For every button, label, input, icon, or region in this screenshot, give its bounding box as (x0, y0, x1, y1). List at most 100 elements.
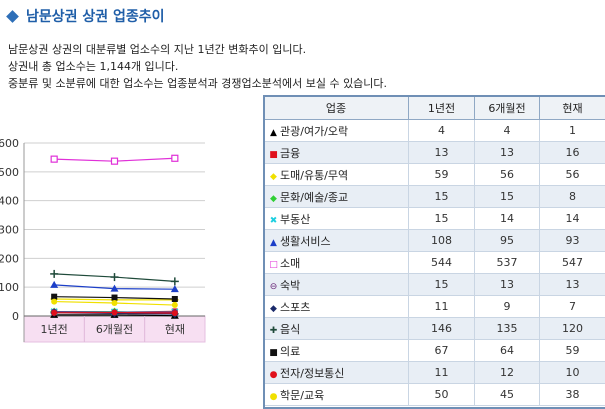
category-label: 금융 (280, 147, 300, 160)
data-point (172, 296, 178, 302)
y-tick-label: 300 (0, 224, 19, 237)
data-point (112, 158, 118, 164)
data-point (172, 310, 178, 316)
value-six-months-ago: 13 (475, 274, 540, 296)
category-label: 소매 (280, 257, 300, 270)
value-six-months-ago: 64 (475, 340, 540, 362)
header-year-ago: 1년전 (409, 96, 475, 120)
data-point (112, 300, 118, 306)
value-year-ago: 146 (409, 318, 475, 340)
data-point (51, 310, 57, 316)
y-tick-label: 500 (0, 166, 19, 179)
value-current: 59 (540, 340, 605, 362)
value-six-months-ago: 9 (475, 296, 540, 318)
value-year-ago: 15 (409, 208, 475, 230)
y-tick-label: 400 (0, 195, 19, 208)
value-year-ago: 13 (409, 142, 475, 164)
page-title: 남문상권 상권 업종추이 (6, 6, 165, 26)
y-tick-label: 600 (0, 137, 19, 150)
value-year-ago: 59 (409, 164, 475, 186)
value-six-months-ago: 56 (475, 164, 540, 186)
legend-marker-icon: ◆ (268, 304, 279, 314)
category-cell: ▲관광/여가/오락 (264, 120, 409, 142)
value-year-ago: 11 (409, 362, 475, 384)
value-six-months-ago: 537 (475, 252, 540, 274)
value-year-ago: 108 (409, 230, 475, 252)
category-cell: ●전자/정보통신 (264, 362, 409, 384)
description: 남문상권 상권의 대분류별 업소수의 지난 1년간 변화추이 입니다. 상권내 … (8, 41, 387, 92)
value-current: 38 (540, 384, 605, 406)
category-cell: ⊖숙박 (264, 274, 409, 296)
legend-marker-icon: ■ (268, 348, 279, 358)
description-line-1: 남문상권 상권의 대분류별 업소수의 지난 1년간 변화추이 입니다. (8, 41, 387, 58)
category-cell: ✖부동산 (264, 208, 409, 230)
category-label: 부동산 (280, 213, 310, 226)
value-current: 14 (540, 208, 605, 230)
category-cell: ▲생활서비스 (264, 230, 409, 252)
legend-marker-icon: ● (268, 392, 279, 402)
value-current: 16 (540, 142, 605, 164)
category-label: 관광/여가/오락 (280, 125, 348, 138)
legend-marker-icon: ▲ (268, 128, 279, 138)
category-label: 문화/예술/종교 (280, 191, 348, 204)
description-line-3: 중분류 및 소분류에 대한 업소수는 업종분석과 경쟁업소분석에서 보실 수 있… (8, 75, 387, 92)
category-label: 스포츠 (280, 301, 310, 314)
value-current: 547 (540, 252, 605, 274)
data-point (112, 295, 118, 301)
category-cell: ■금융 (264, 142, 409, 164)
page-title-text: 남문상권 상권 업종추이 (26, 6, 165, 26)
data-point (172, 155, 178, 161)
header-six-months-ago: 6개월전 (475, 96, 540, 120)
legend-marker-icon: ✚ (268, 326, 279, 336)
category-label: 의료 (280, 345, 300, 358)
header-category: 업종 (264, 96, 409, 120)
category-label: 숙박 (280, 279, 300, 292)
data-point (50, 281, 58, 288)
value-year-ago: 11 (409, 296, 475, 318)
category-cell: ✚음식 (264, 318, 409, 340)
data-point (172, 302, 178, 308)
value-year-ago: 15 (409, 186, 475, 208)
legend-marker-icon: ▲ (268, 238, 279, 248)
value-six-months-ago: 4 (475, 120, 540, 142)
data-point (112, 310, 118, 316)
legend-marker-icon: ■ (268, 150, 279, 160)
value-current: 7 (540, 296, 605, 318)
legend-marker-icon: ◆ (268, 194, 279, 204)
value-current: 13 (540, 274, 605, 296)
y-tick-label: 200 (0, 252, 19, 265)
value-current: 10 (540, 362, 605, 384)
diamond-bullet-icon (6, 10, 19, 23)
description-line-2: 상권내 총 업소수는 1,144개 입니다. (8, 58, 387, 75)
category-cell: ◆스포츠 (264, 296, 409, 318)
category-label: 음식 (280, 323, 300, 336)
value-year-ago: 544 (409, 252, 475, 274)
category-label: 도매/유통/무역 (280, 169, 348, 182)
value-current: 1 (540, 120, 605, 142)
category-label: 전자/정보통신 (280, 367, 344, 380)
category-cell: ◆문화/예술/종교 (264, 186, 409, 208)
y-tick-label: 100 (0, 281, 19, 294)
value-six-months-ago: 95 (475, 230, 540, 252)
legend-marker-icon: ✖ (268, 216, 279, 226)
category-label: 학문/교육 (280, 389, 324, 402)
value-six-months-ago: 13 (475, 142, 540, 164)
legend-marker-icon: ● (268, 370, 279, 380)
value-current: 8 (540, 186, 605, 208)
value-current: 93 (540, 230, 605, 252)
value-six-months-ago: 14 (475, 208, 540, 230)
value-year-ago: 67 (409, 340, 475, 362)
